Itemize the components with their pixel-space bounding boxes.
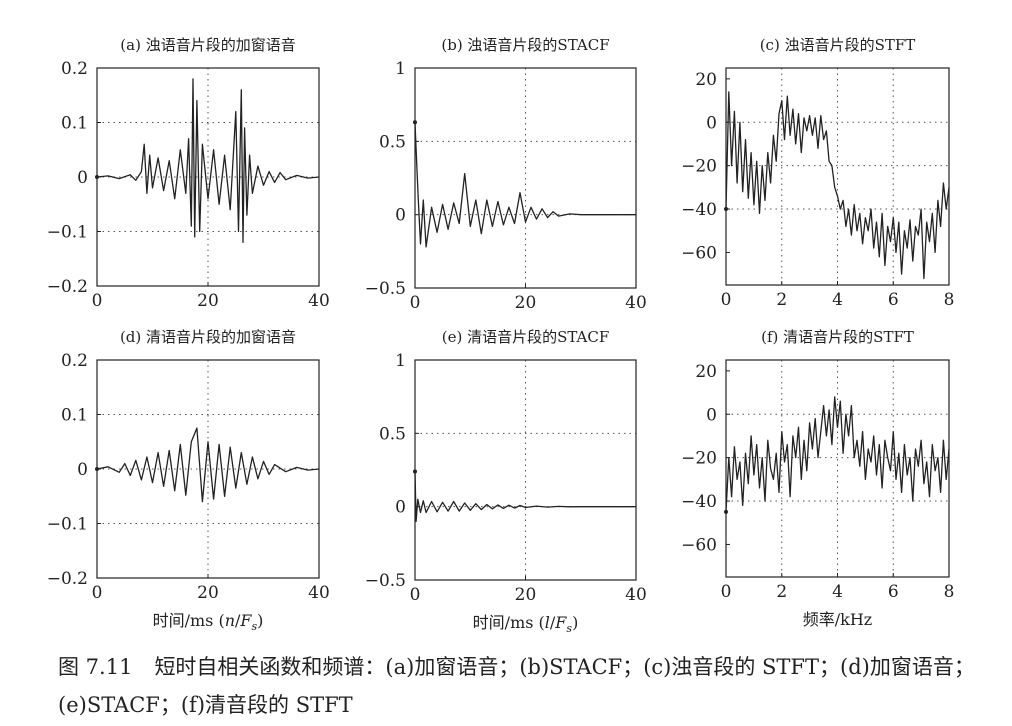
y-tick-label: −0.5 [365, 571, 406, 591]
chart-title-e: (e) 清语音片段的STACF [442, 328, 610, 346]
y-tick-label: −40 [681, 200, 717, 220]
chart-f: 0 2 4 6 8 −60 −40 −20 0 20 (f) 清语音片段的STFT 频率/kHz [681, 328, 954, 629]
chart-title-b: (b) 浊语音片段的STACF [441, 36, 609, 54]
y-tick-label: 20 [695, 362, 717, 382]
y-tick-label: 0 [395, 498, 406, 518]
plot-frame-c [725, 67, 950, 286]
x-tick-label: 2 [776, 582, 787, 602]
x-axis-label-f: 频率/kHz [803, 610, 872, 629]
series-line-b [414, 122, 636, 248]
y-tick-label: 0 [706, 405, 717, 425]
chart-title-a: (a) 浊语音片段的加窗语音 [120, 36, 295, 54]
chart-title-c: (c) 浊语音片段的STFT [760, 36, 916, 54]
x-tick-label: 40 [308, 291, 330, 311]
y-tick-label: −20 [681, 449, 717, 469]
x-tick-label: 40 [625, 293, 647, 313]
figure-caption: 图 7.11 短时自相关函数和频谱：(a)加窗语音；(b)STACF；(c)浊音段… [58, 648, 988, 724]
y-tick-label: 0.1 [61, 406, 88, 426]
x-tick-label: 20 [197, 291, 219, 311]
x-tick-label: 8 [944, 290, 955, 310]
chart-title-d: (d) 清语音片段的加窗语音 [120, 328, 296, 346]
series-line-a [96, 78, 320, 244]
chart-title-f: (f) 清语音片段的STFT [761, 328, 914, 346]
x-axis-label-d: 时间/ms (n/Fs) [153, 611, 264, 633]
y-tick-label: 0 [77, 460, 88, 480]
x-tick-label: 40 [308, 583, 330, 603]
series-line-d [96, 427, 320, 503]
x-tick-label: 4 [832, 290, 843, 310]
x-tick-label: 6 [888, 290, 899, 310]
caption-label: 图 7.11 [58, 655, 133, 679]
x-tick-label: 20 [197, 583, 219, 603]
x-axis-label-e: 时间/ms (l/Fs) [473, 613, 579, 635]
y-tick-label: 1 [395, 59, 406, 79]
series-line-e [414, 471, 636, 522]
x-tick-label: 20 [515, 585, 537, 605]
y-tick-label: 20 [695, 70, 717, 90]
y-tick-label: −0.5 [365, 279, 406, 299]
x-tick-label: 0 [721, 290, 732, 310]
y-tick-label: 0.1 [61, 114, 88, 134]
x-tick-label: 0 [92, 291, 103, 311]
y-tick-label: −0.2 [47, 277, 88, 297]
y-tick-label: −20 [681, 157, 717, 177]
series-line-c [725, 91, 950, 280]
x-tick-label: 40 [625, 585, 647, 605]
x-tick-label: 20 [515, 293, 537, 313]
chart-c: 0 2 4 6 8 −60 −40 −20 0 20 (c) 浊语音片段的STFT [681, 36, 954, 310]
y-tick-label: 1 [395, 351, 406, 371]
y-tick-label: 0.5 [379, 424, 406, 444]
y-tick-label: 0 [77, 168, 88, 188]
x-tick-label: 2 [776, 290, 787, 310]
x-tick-label: 0 [721, 582, 732, 602]
y-tick-label: −0.2 [47, 569, 88, 589]
plot-frame-f [725, 359, 950, 578]
y-tick-label: 0.2 [61, 351, 88, 371]
y-tick-label: −0.1 [47, 515, 88, 535]
y-tick-label: −40 [681, 492, 717, 512]
x-tick-label: 4 [832, 582, 843, 602]
x-tick-label: 6 [888, 582, 899, 602]
x-tick-label: 0 [410, 585, 421, 605]
chart-d: 0 20 40 −0.2 −0.1 0 0.1 0.2 (d) 清语音片段的加窗语音时间/ms … [47, 328, 330, 633]
chart-b: 0 20 40−0.500.51(b) 浊语音片段的STACF [365, 36, 647, 313]
y-tick-label: 0.2 [61, 59, 88, 79]
y-tick-label: 0.5 [379, 132, 406, 152]
series-line-f [725, 396, 950, 512]
caption-text: 短时自相关函数和频谱：(a)加窗语音；(b)STACF；(c)浊音段的 STFT… [58, 655, 975, 717]
x-tick-label: 0 [92, 583, 103, 603]
x-tick-label: 0 [410, 293, 421, 313]
y-tick-label: −0.1 [47, 223, 88, 243]
x-tick-label: 8 [944, 582, 955, 602]
y-tick-label: −60 [681, 535, 717, 555]
y-tick-label: 0 [395, 206, 406, 226]
y-tick-label: −60 [681, 243, 717, 263]
y-tick-label: 0 [706, 113, 717, 133]
chart-a: 0 20 40 −0.2 −0.1 0 0.1 0.2 (a) 浊语音片段的加窗语音 [47, 36, 330, 311]
